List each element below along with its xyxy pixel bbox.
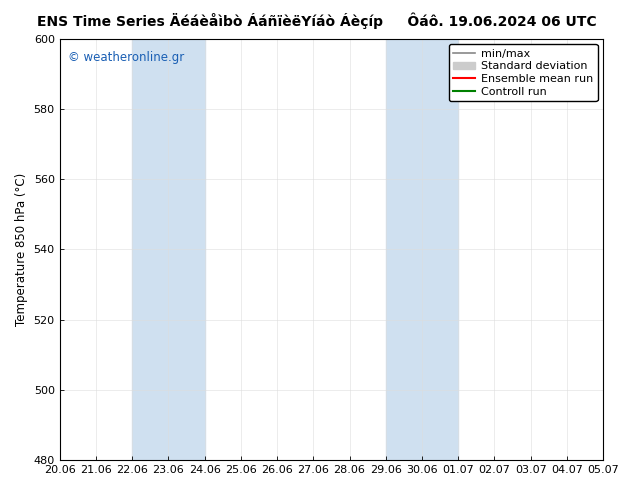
Text: ENS Time Series Äéáèåìbò ÁáñïèëYíáò Áèçíp     Ôáô. 19.06.2024 06 UTC: ENS Time Series Äéáèåìbò ÁáñïèëYíáò Áèçí…: [37, 12, 597, 29]
Y-axis label: Temperature 850 hPa (°C): Temperature 850 hPa (°C): [15, 173, 28, 326]
Bar: [132, 39, 205, 460]
Legend: min/max, Standard deviation, Ensemble mean run, Controll run: min/max, Standard deviation, Ensemble me…: [449, 44, 598, 101]
Bar: [385, 39, 458, 460]
Text: © weatheronline.gr: © weatheronline.gr: [68, 51, 184, 64]
